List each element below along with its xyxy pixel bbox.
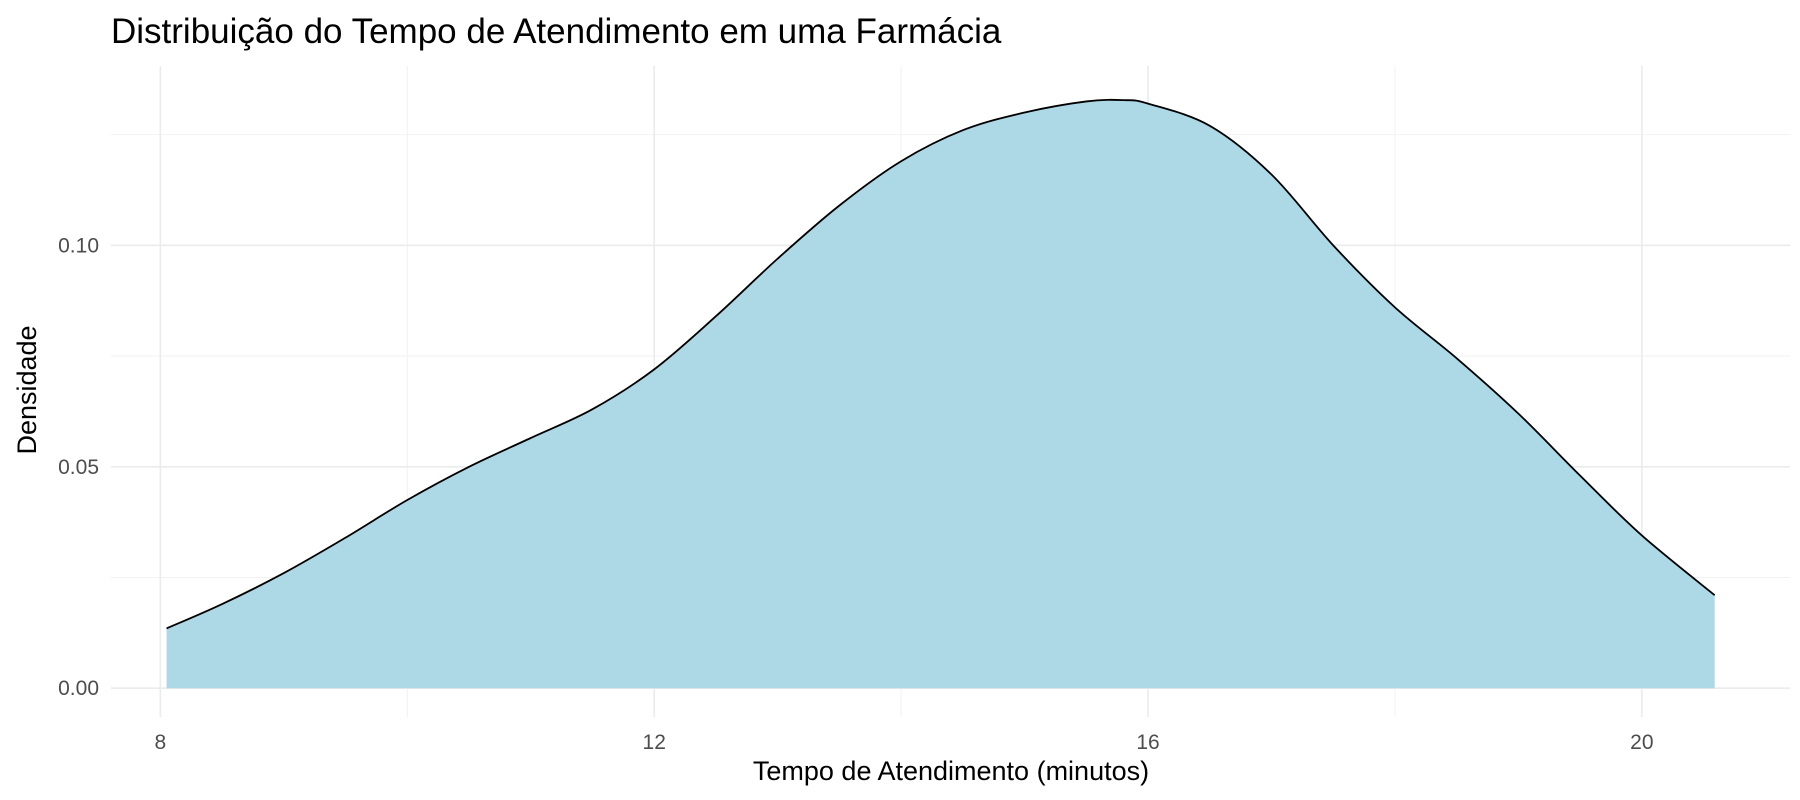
y-axis-title: Densidade bbox=[12, 325, 42, 454]
chart-title: Distribuição do Tempo de Atendimento em … bbox=[111, 12, 1002, 51]
x-axis-title: Tempo de Atendimento (minutos) bbox=[753, 756, 1149, 786]
x-axis-ticks: 8 12 16 20 bbox=[155, 731, 1654, 754]
y-tick-label: 0.10 bbox=[58, 234, 99, 257]
y-tick-label: 0.05 bbox=[58, 456, 99, 479]
x-tick-label: 12 bbox=[643, 731, 666, 754]
x-tick-label: 16 bbox=[1136, 731, 1159, 754]
x-tick-label: 20 bbox=[1630, 731, 1653, 754]
y-axis-ticks: 0.00 0.05 0.10 bbox=[58, 234, 99, 700]
density-area bbox=[166, 99, 1715, 689]
y-tick-label: 0.00 bbox=[58, 677, 99, 700]
density-line bbox=[166, 98, 1716, 630]
x-tick-label: 8 bbox=[155, 731, 167, 754]
